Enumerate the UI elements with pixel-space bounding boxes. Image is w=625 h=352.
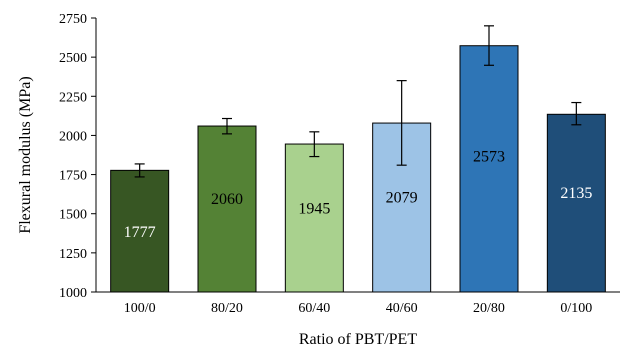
bar-value-label: 2079 <box>386 189 418 206</box>
bar-value-label: 2573 <box>473 148 505 165</box>
x-tick-label: 40/60 <box>386 301 418 316</box>
x-axis-title: Ratio of PBT/PET <box>299 331 417 348</box>
y-tick-label: 1750 <box>59 169 87 184</box>
x-tick-label: 60/40 <box>298 301 330 316</box>
y-tick-label: 2500 <box>59 51 87 66</box>
bar <box>284 143 344 293</box>
y-tick-label: 1000 <box>59 286 87 301</box>
x-tick-label: 80/20 <box>211 301 243 316</box>
bar <box>459 45 519 293</box>
bar-value-label: 2060 <box>211 191 243 208</box>
bars <box>110 45 606 293</box>
y-axis-ticks: 1000 1250 1500 1750 2000 2250 2500 2750 <box>59 12 96 301</box>
error-bars <box>134 25 582 178</box>
y-tick-label: 2250 <box>59 90 87 105</box>
y-tick-label: 2750 <box>59 12 87 27</box>
y-tick-label: 1250 <box>59 247 87 262</box>
x-axis-tick-labels: 100/0 80/20 60/40 40/60 20/80 0/100 <box>124 301 593 316</box>
y-axis-title: Flexural modulus (MPa) <box>17 76 34 233</box>
bar <box>197 125 257 293</box>
bar <box>546 113 606 293</box>
x-tick-label: 0/100 <box>560 301 592 316</box>
x-tick-label: 20/80 <box>473 301 505 316</box>
bar-value-label: 1777 <box>124 224 156 241</box>
x-tick-label: 100/0 <box>124 301 156 316</box>
y-tick-label: 1500 <box>59 208 87 223</box>
bar-value-label: 2135 <box>560 185 592 202</box>
bar <box>110 169 170 293</box>
y-tick-label: 2000 <box>59 129 87 144</box>
bar-value-labels: 1777 2060 1945 2079 2573 2135 <box>124 148 593 241</box>
bar-value-label: 1945 <box>298 201 330 218</box>
